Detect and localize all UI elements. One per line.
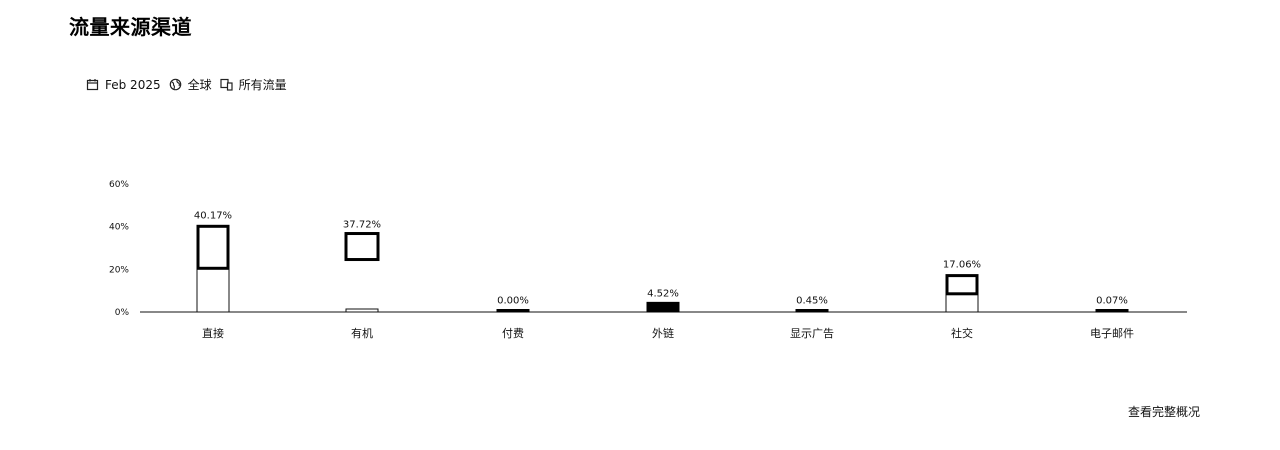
y-tick-label: 20% (109, 265, 129, 275)
view-full-overview-link[interactable]: 查看完整概况 (1127, 405, 1200, 419)
bar (345, 308, 379, 313)
traffic-channel-chart: 0% 20% 40% 60% 直接 40.17% 有机 37.72% 付费 0.00% 外链 4.52… (109, 180, 1187, 340)
calendar-icon (86, 79, 99, 91)
bar (1095, 309, 1129, 313)
region-filter-label: 全球 (187, 78, 212, 92)
y-tick-label: 40% (109, 223, 129, 233)
devices-icon (220, 78, 233, 91)
bar (795, 309, 829, 313)
x-tick-label: 社交 (951, 326, 973, 340)
data-label: 17.06% (943, 260, 981, 271)
x-tick-label: 外链 (652, 326, 674, 340)
data-label: 37.72% (343, 220, 381, 231)
data-label: 0.00% (497, 296, 529, 307)
region-filter[interactable]: 全球 (169, 76, 212, 93)
bar (646, 301, 680, 313)
data-label: 4.52% (647, 288, 679, 299)
traffic-type-filter[interactable]: 所有流量 (220, 76, 287, 93)
bar-top-segment (344, 232, 380, 262)
bar-top-segment (945, 274, 979, 296)
x-tick-label: 直接 (202, 326, 224, 340)
date-filter-label: Feb 2025 (105, 77, 161, 92)
date-filter[interactable]: Feb 2025 (86, 78, 161, 92)
filter-bar: Feb 2025 全球 所有流量 (86, 76, 295, 93)
x-tick-label: 显示广告 (790, 327, 834, 340)
data-label: 40.17% (194, 210, 232, 221)
bar (496, 309, 530, 313)
x-tick-label: 有机 (351, 326, 373, 340)
globe-icon (169, 78, 181, 91)
traffic-type-filter-label: 所有流量 (238, 78, 287, 92)
x-tick-label: 付费 (502, 327, 524, 340)
data-label: 0.07% (1096, 296, 1128, 307)
data-label: 0.45% (796, 296, 828, 307)
bar-top-segment (196, 224, 230, 270)
y-tick-label: 60% (109, 180, 129, 190)
page-title: 流量来源渠道 (69, 15, 192, 39)
y-tick-label: 0% (115, 308, 130, 318)
x-tick-label: 电子邮件 (1090, 327, 1134, 340)
